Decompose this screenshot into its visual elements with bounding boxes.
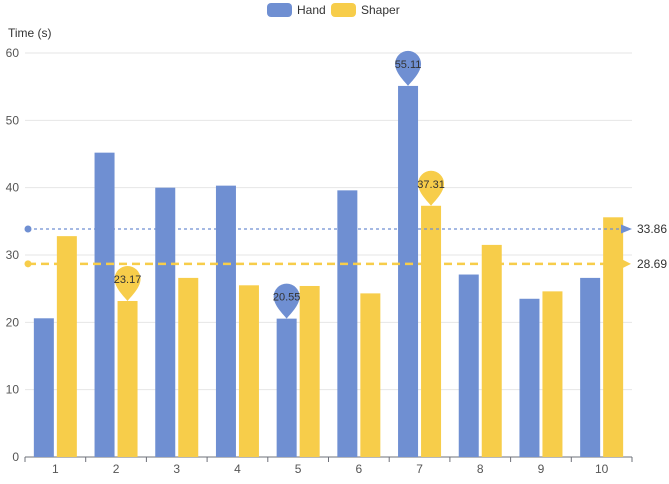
x-tick-label: 4 [234,462,241,476]
x-tick-label: 1 [52,462,59,476]
y-tick-label: 50 [6,113,20,127]
bar-hand-8[interactable] [458,274,479,457]
x-tick-label: 6 [356,462,363,476]
bar-hand-5[interactable] [276,318,297,457]
y-tick-label: 40 [6,181,20,195]
marker-label: 37.31 [417,179,445,191]
legend-swatch [331,3,356,17]
bar-shaper-10[interactable] [603,217,624,457]
bar-hand-7[interactable] [398,85,419,458]
bar-hand-6[interactable] [337,190,358,458]
bar-hand-4[interactable] [215,185,236,457]
x-tick-label: 3 [173,462,180,476]
markers: 55.11 20.55 37.31 23.17 [114,50,445,319]
average-line-start [24,225,32,233]
average-line-arrow [621,224,632,234]
legend-label: Hand [297,3,326,17]
bar-shaper-1[interactable] [56,236,77,457]
y-tick-label: 20 [6,315,20,329]
bar-shaper-3[interactable] [178,277,199,457]
legend-swatch [267,3,292,17]
x-tick-label: 10 [595,462,609,476]
bar-hand-3[interactable] [155,187,176,457]
average-lines: 33.86 28.69 [24,222,667,271]
legend[interactable]: Hand Shaper [267,3,400,17]
min-marker-hand: 20.55 [273,283,301,319]
bar-hand-1[interactable] [33,318,54,457]
bar-shaper-2[interactable] [117,300,138,457]
x-tick-label: 7 [416,462,423,476]
bar-shaper-4[interactable] [238,285,259,457]
legend-item-shaper[interactable]: Shaper [331,3,400,17]
y-tick-label: 0 [12,450,19,464]
bar-shaper-5[interactable] [299,285,320,457]
x-tick-label: 2 [113,462,120,476]
average-line-arrow [623,259,631,268]
legend-label: Shaper [361,3,400,17]
bar-shaper-9[interactable] [542,291,563,457]
bar-hand-2[interactable] [94,152,115,458]
y-tick-label: 60 [6,46,20,60]
marker-label: 55.11 [395,59,422,71]
y-axis-title: Time (s) [8,26,52,40]
max-marker-shaper: 37.31 [417,170,445,206]
bar-hand-9[interactable] [519,298,540,457]
marker-label: 20.55 [273,292,301,304]
bar-shaper-6[interactable] [360,293,381,457]
average-line-start [24,260,32,268]
average-label-shaper: 28.69 [637,257,667,271]
max-marker-hand: 55.11 [395,50,422,86]
min-marker-shaper: 23.17 [114,265,142,301]
bar-shaper-7[interactable] [421,205,442,457]
legend-item-hand[interactable]: Hand [267,3,326,17]
bars[interactable] [33,85,624,458]
x-tick-label: 9 [538,462,545,476]
x-tick-label: 8 [477,462,484,476]
marker-label: 23.17 [114,274,142,286]
bar-shaper-8[interactable] [481,244,502,457]
bar-hand-10[interactable] [580,277,601,457]
grid [25,52,632,391]
x-tick-label: 5 [295,462,302,476]
y-tick-label: 10 [6,383,20,397]
average-label-hand: 33.86 [637,222,667,236]
y-tick-label: 30 [6,248,20,262]
